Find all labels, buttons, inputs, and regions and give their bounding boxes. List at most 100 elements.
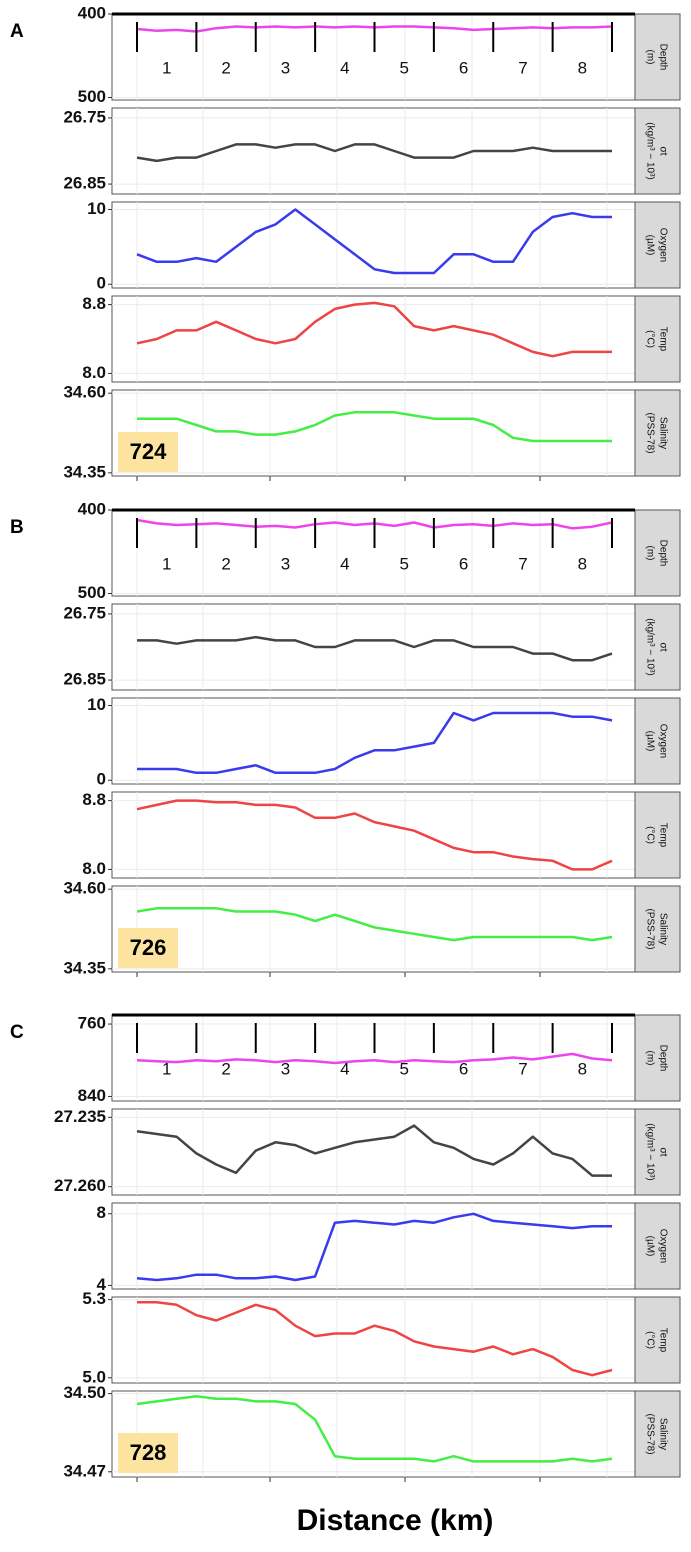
y-tick-label: 400 — [78, 3, 106, 22]
y-tick-label: 26.85 — [63, 670, 106, 689]
station-box — [118, 1433, 178, 1473]
segment-label: 7 — [518, 554, 527, 573]
y-tick-label: 34.35 — [63, 958, 106, 977]
panel-background — [111, 885, 636, 973]
strip-line: Temp — [658, 823, 669, 848]
strip-line: (°C) — [645, 1331, 656, 1349]
strip-line: (PSS-78) — [645, 908, 656, 949]
strip-label: Temp(°C) — [645, 823, 669, 848]
strip-label: σt(kg/m³ − 10³) — [645, 1123, 669, 1181]
y-tick-label: 8.8 — [82, 790, 106, 809]
y-tick-label: 500 — [78, 87, 106, 106]
data-line — [136, 1394, 613, 1463]
strip — [634, 389, 681, 477]
panel-label: C — [10, 1022, 24, 1043]
data-line — [137, 411, 612, 443]
strip-line: (m) — [645, 546, 656, 561]
strip-line: (kg/m³ − 10³) — [645, 1123, 656, 1181]
strip-line: (µM) — [645, 1236, 656, 1257]
data-line — [136, 907, 613, 942]
y-tick-label: 840 — [78, 1086, 106, 1105]
strip-line: Salinity — [658, 1418, 669, 1450]
segment-label: 5 — [399, 58, 408, 77]
strip-line: (kg/m³ − 10³) — [645, 618, 656, 676]
y-tick-label: 34.35 — [63, 462, 106, 481]
strip-label: Salinity(PSS-78) — [645, 1413, 669, 1454]
y-tick-label: 4 — [97, 1275, 107, 1294]
strip-line: Depth — [658, 540, 669, 567]
segment-label: 1 — [162, 58, 171, 77]
segment-label: 1 — [162, 554, 171, 573]
data-line — [136, 799, 613, 871]
strip-line: Depth — [658, 44, 669, 71]
data-line — [136, 143, 612, 163]
strip-line: (m) — [645, 50, 656, 65]
strip-line: Oxygen — [658, 228, 669, 262]
y-tick-label: 5.0 — [82, 1367, 106, 1386]
panel-background — [111, 1108, 636, 1196]
strip — [634, 1014, 681, 1102]
strip-label: Oxygen(µM) — [645, 1229, 669, 1263]
strip-line: Oxygen — [658, 1229, 669, 1263]
segment-label: 1 — [162, 1059, 171, 1078]
segment-label: 8 — [578, 1059, 587, 1078]
x-axis-label: Distance (km) — [297, 1504, 494, 1537]
panel-background — [111, 791, 636, 879]
segment-label: 2 — [221, 1059, 230, 1078]
y-tick-label: 26.85 — [63, 174, 106, 193]
station-label: 724 — [130, 439, 167, 464]
strip — [634, 107, 681, 195]
strip-line: Temp — [658, 327, 669, 352]
strip-line: (PSS-78) — [645, 1413, 656, 1454]
y-tick-label: 27.260 — [54, 1176, 106, 1195]
y-tick-label: 760 — [78, 1014, 106, 1033]
strip-line: Salinity — [658, 417, 669, 449]
data-line — [136, 1124, 612, 1177]
panel-label: A — [10, 21, 24, 42]
y-tick-label: 400 — [78, 499, 106, 518]
strip — [634, 791, 681, 879]
segment-label: 2 — [221, 58, 230, 77]
y-tick-label: 8 — [97, 1203, 106, 1222]
strip-line: σt — [658, 1148, 669, 1157]
data-line — [136, 1052, 613, 1065]
strip-line: Oxygen — [658, 724, 669, 758]
segment-label: 3 — [281, 1059, 290, 1078]
strip — [634, 885, 681, 973]
segment-label: 4 — [340, 554, 349, 573]
y-tick-label: 34.60 — [63, 383, 106, 402]
y-tick-label: 5.3 — [82, 1289, 106, 1308]
y-tick-label: 8.0 — [82, 363, 106, 382]
y-tick-label: 0 — [97, 770, 106, 789]
strip-label: Oxygen(µM) — [645, 228, 669, 262]
y-tick-label: 8.0 — [82, 859, 106, 878]
segment-label: 4 — [340, 1059, 349, 1078]
strip-line: (µM) — [645, 235, 656, 256]
y-tick-label: 8.8 — [82, 294, 106, 313]
segment-label: 8 — [578, 554, 587, 573]
segment-label: 3 — [281, 58, 290, 77]
strip-line: (µM) — [645, 731, 656, 752]
y-tick-label: 34.60 — [63, 879, 106, 898]
data-line — [136, 301, 612, 358]
data-line — [137, 711, 613, 775]
strip-label: Depth(m) — [645, 1045, 669, 1072]
strip — [634, 509, 681, 597]
strip-line: (kg/m³ − 10³) — [645, 122, 656, 180]
y-tick-label: 0 — [97, 274, 106, 293]
strip — [634, 1202, 681, 1290]
segment-label: 3 — [281, 554, 290, 573]
strip-line: Temp — [658, 1328, 669, 1353]
panel-background — [111, 295, 636, 383]
strip — [634, 697, 681, 785]
segment-label: 2 — [221, 554, 230, 573]
panel-background — [111, 1296, 636, 1384]
strip-label: Salinity(PSS-78) — [645, 908, 669, 949]
segment-label: 5 — [399, 554, 408, 573]
panel-background — [111, 603, 636, 691]
segment-label: 6 — [459, 58, 468, 77]
segment-label: 7 — [518, 58, 527, 77]
strip-label: Temp(°C) — [645, 327, 669, 352]
strip-line: (°C) — [645, 330, 656, 348]
y-tick-label: 500 — [78, 583, 106, 602]
